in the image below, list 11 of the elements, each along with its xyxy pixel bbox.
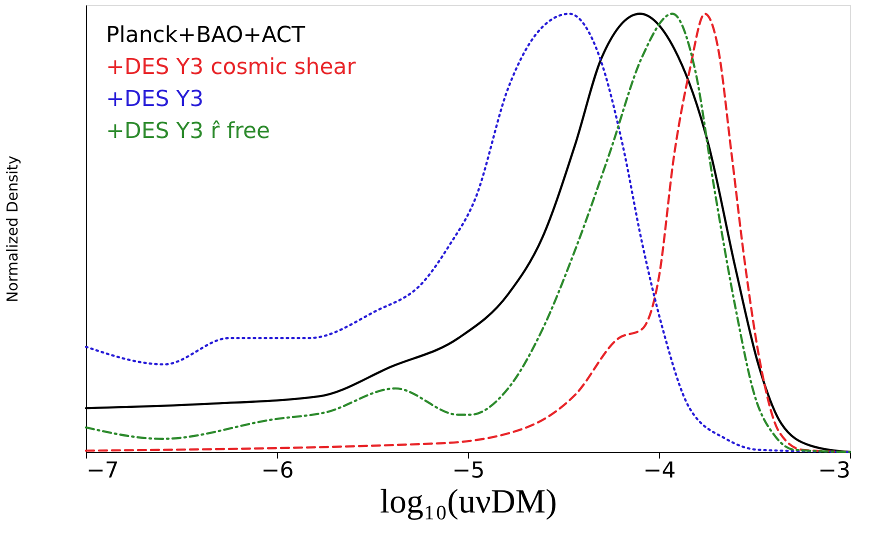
x-tick-label: −3 [818,458,850,484]
y-axis-title: Normalized Density [4,155,22,302]
x-axis-title: log₁₀(uνDM) [380,484,557,520]
x-tick-label: −5 [452,458,485,484]
text: +DES Y3 [106,87,204,112]
text: +DES Y3 cosmic shear [106,55,357,80]
x-tick-label: −7 [86,458,119,484]
text: +DES Y3 r̂ free [106,119,270,144]
x-tick-label: −6 [261,458,294,484]
x-tick-label: −4 [643,458,676,484]
text: Planck+BAO+ACT [106,23,306,48]
